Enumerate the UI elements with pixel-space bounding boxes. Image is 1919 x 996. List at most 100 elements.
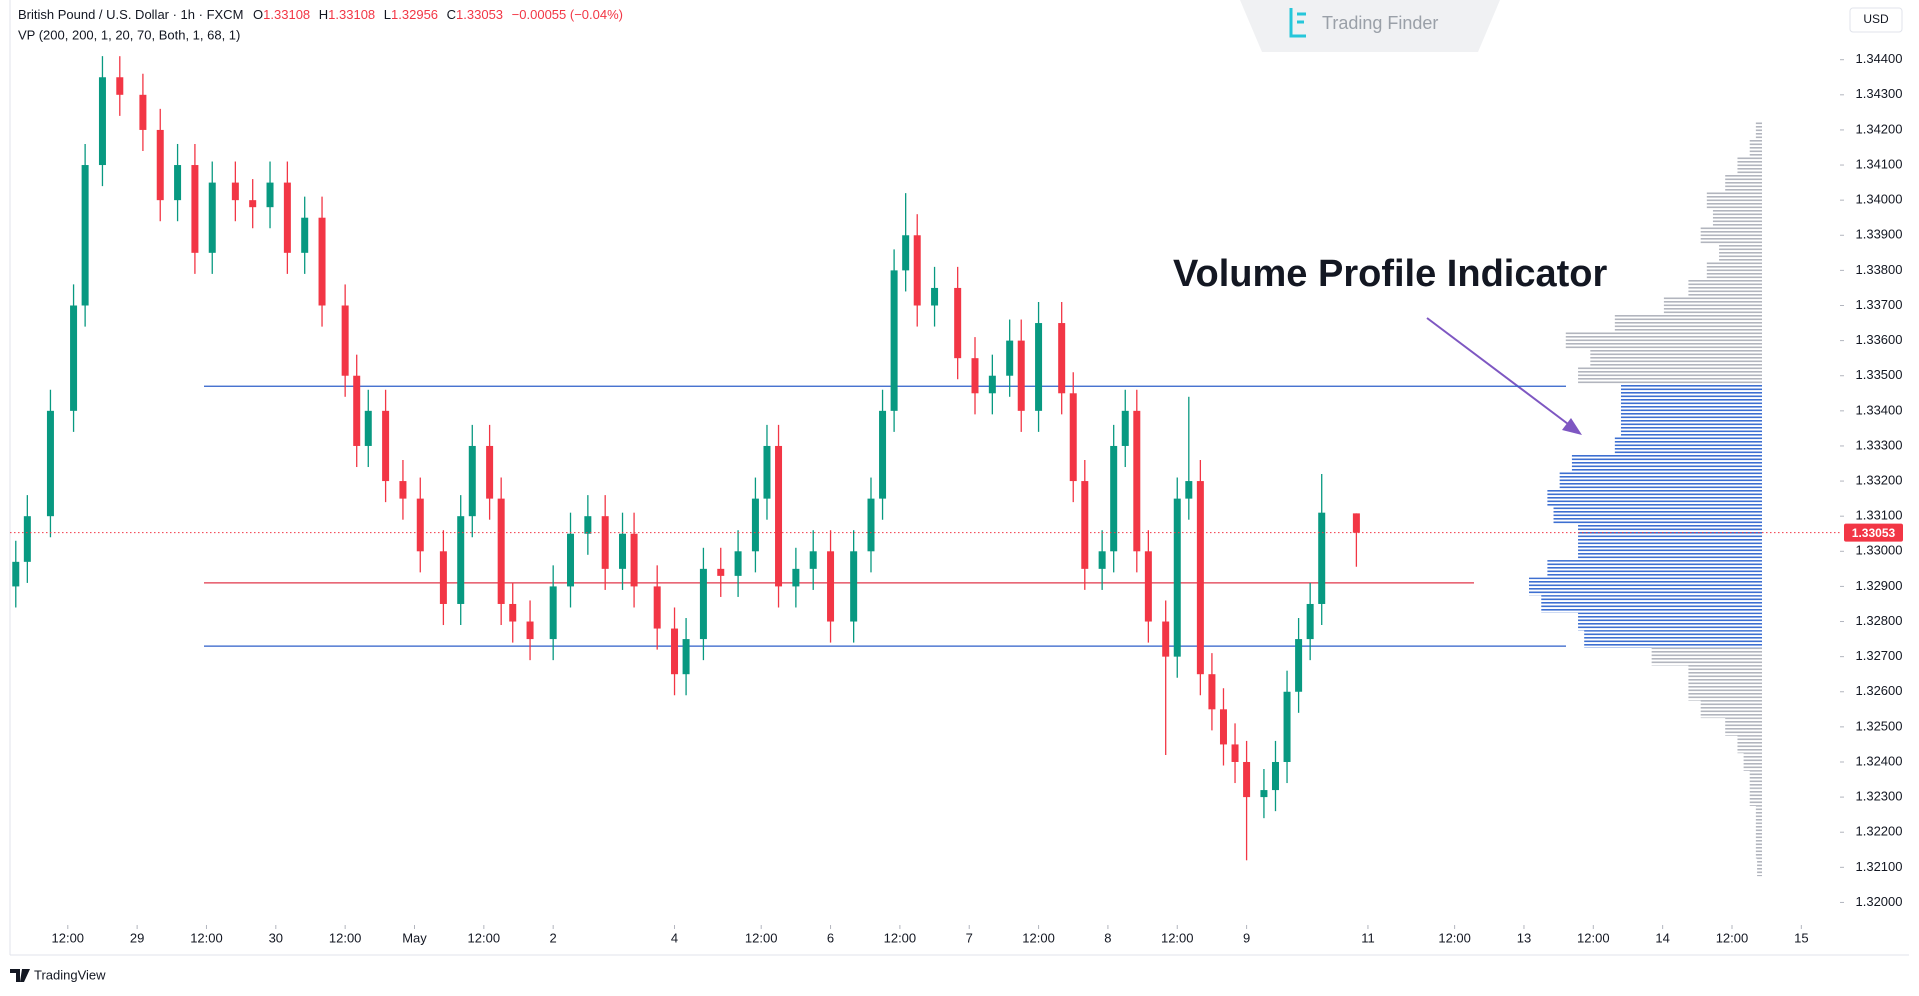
x-tick-label: 12:00 bbox=[884, 930, 917, 945]
profile-bar bbox=[1559, 472, 1762, 490]
x-tick-label: 2 bbox=[550, 930, 557, 945]
y-tick-label: 1.32600 bbox=[1856, 683, 1903, 698]
profile-bar bbox=[1755, 823, 1762, 841]
symbol: British Pound / U.S. Dollar · 1h · FXCM bbox=[18, 7, 243, 22]
profile-bar bbox=[1749, 788, 1762, 806]
last-price-tag bbox=[1844, 523, 1903, 542]
x-tick-label: 12:00 bbox=[1022, 930, 1055, 945]
x-tick-label: 12:00 bbox=[190, 930, 223, 945]
y-tick-label: 1.32000 bbox=[1856, 894, 1903, 909]
candle-body bbox=[399, 481, 407, 499]
profile-bar bbox=[1743, 753, 1762, 771]
y-tick-label: 1.34300 bbox=[1856, 86, 1903, 101]
ohlc-value: 1.33108 bbox=[263, 7, 310, 22]
x-tick-label: 4 bbox=[671, 930, 678, 945]
candle-body bbox=[1133, 410, 1141, 552]
x-tick-label: 12:00 bbox=[1438, 930, 1471, 945]
ohlc-value: 1.33053 bbox=[456, 7, 503, 22]
profile-bar bbox=[1725, 718, 1762, 736]
profile-bar bbox=[1547, 560, 1762, 578]
candle-body bbox=[1017, 340, 1025, 411]
candle-body bbox=[1352, 513, 1360, 533]
brand-name: Trading Finder bbox=[1322, 13, 1438, 33]
y-tick-label: 1.32800 bbox=[1856, 613, 1903, 628]
candle-body bbox=[1173, 498, 1181, 657]
profile-bar bbox=[1719, 244, 1762, 262]
candle-body bbox=[1295, 639, 1303, 692]
profile-bar bbox=[1547, 489, 1762, 508]
profile-bar bbox=[1620, 402, 1762, 420]
x-tick-label: 11 bbox=[1361, 930, 1375, 945]
candle-body bbox=[1162, 621, 1170, 657]
x-tick-label: 14 bbox=[1655, 930, 1669, 945]
footer: TradingView bbox=[34, 967, 106, 982]
y-tick-label: 1.33600 bbox=[1856, 332, 1903, 347]
profile-bar bbox=[1651, 647, 1762, 666]
candle-body bbox=[1260, 790, 1268, 798]
y-tick-label: 1.33100 bbox=[1856, 508, 1903, 523]
ohlc-letter: C bbox=[447, 7, 456, 22]
profile-bar bbox=[1578, 612, 1762, 631]
candle-body bbox=[283, 182, 291, 253]
candle-body bbox=[468, 445, 476, 517]
candle-body bbox=[630, 533, 638, 587]
profile-bar bbox=[1663, 296, 1762, 315]
y-tick-label: 1.32400 bbox=[1856, 753, 1903, 768]
y-tick-label: 1.32500 bbox=[1856, 718, 1903, 733]
candle-body bbox=[139, 94, 147, 130]
y-tick-label: 1.33200 bbox=[1856, 473, 1903, 488]
candle-body bbox=[1098, 551, 1106, 569]
candle-body bbox=[1058, 323, 1066, 394]
candle-body bbox=[717, 568, 725, 576]
profile-bar bbox=[1737, 735, 1762, 754]
y-tick-label: 1.32100 bbox=[1856, 859, 1903, 874]
candle-body bbox=[913, 235, 921, 306]
candle-body bbox=[1035, 323, 1043, 411]
currency[interactable]: USD bbox=[1863, 12, 1889, 26]
x-tick-label: 12:00 bbox=[745, 930, 778, 945]
candle-body bbox=[23, 516, 31, 562]
candle-body bbox=[1231, 744, 1239, 762]
candle-body bbox=[1283, 691, 1291, 762]
candle-body bbox=[156, 129, 164, 201]
candle-body bbox=[734, 551, 742, 576]
profile-bar bbox=[1688, 682, 1762, 701]
candle-body bbox=[249, 200, 257, 208]
profile-bar bbox=[1620, 384, 1762, 403]
profile-bar bbox=[1725, 173, 1762, 192]
ohlc-letter: H bbox=[319, 7, 328, 22]
ohlc-letter: O bbox=[253, 7, 263, 22]
currency-box[interactable] bbox=[1849, 7, 1903, 33]
candle-body bbox=[318, 217, 326, 306]
candle-body bbox=[81, 165, 89, 306]
y-tick-label: 1.33800 bbox=[1856, 262, 1903, 277]
y-tick-label: 1.33300 bbox=[1856, 437, 1903, 452]
candle-body bbox=[1243, 761, 1251, 798]
candle-body bbox=[850, 551, 858, 622]
candle-body bbox=[1121, 410, 1129, 446]
profile-bar bbox=[1755, 121, 1762, 139]
profile-bar bbox=[1700, 700, 1762, 719]
candle-body bbox=[526, 621, 534, 640]
candle-body bbox=[231, 182, 239, 201]
x-tick-label: 9 bbox=[1243, 930, 1250, 945]
profile-bar bbox=[1541, 595, 1762, 613]
x-tick-label: 6 bbox=[827, 930, 834, 945]
candle-body bbox=[1081, 481, 1089, 569]
candle-body bbox=[902, 235, 910, 271]
profile-bar bbox=[1578, 542, 1762, 561]
y-tick-label: 1.34100 bbox=[1856, 156, 1903, 171]
profile-bar bbox=[1620, 419, 1762, 438]
profile-bar bbox=[1688, 665, 1762, 683]
x-tick-label: 12:00 bbox=[329, 930, 362, 945]
candle-body bbox=[775, 445, 783, 587]
y-tick-label: 1.33000 bbox=[1856, 543, 1903, 558]
candle-body bbox=[619, 533, 627, 569]
profile-bar bbox=[1614, 314, 1762, 332]
profile-bar bbox=[1755, 840, 1762, 859]
y-tick-label: 1.33700 bbox=[1856, 297, 1903, 312]
candle-body bbox=[301, 217, 309, 253]
candle-body bbox=[792, 568, 800, 587]
profile-bar bbox=[1712, 208, 1762, 227]
